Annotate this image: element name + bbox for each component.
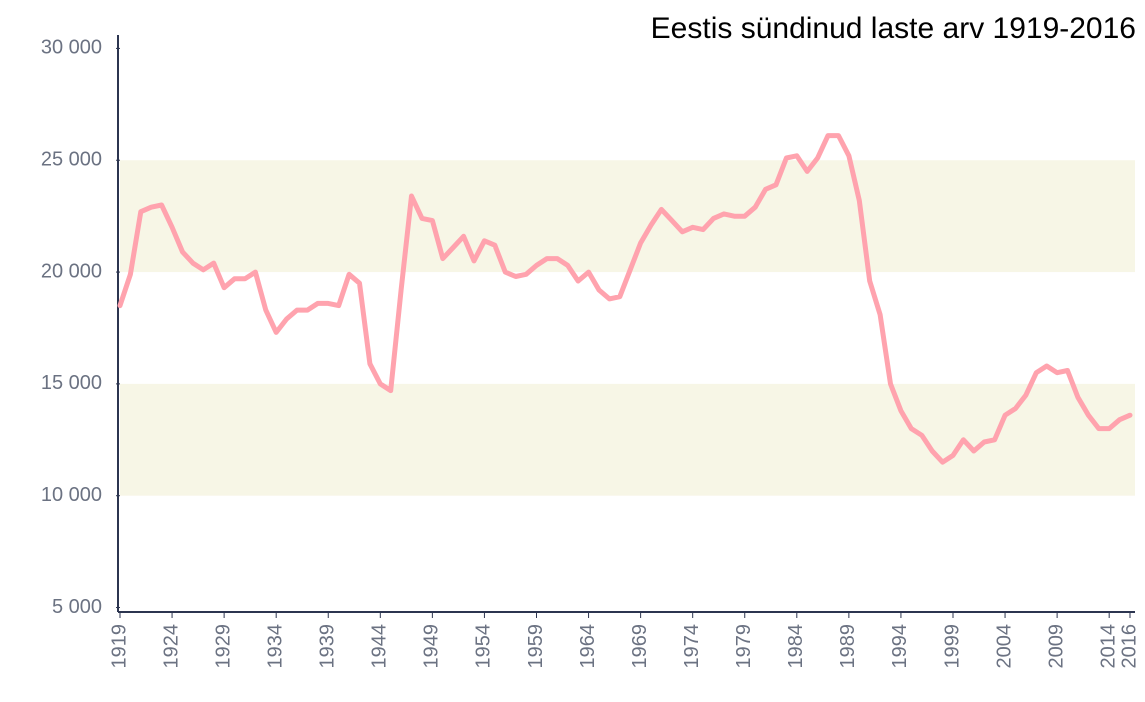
x-tick-label: 2014 bbox=[1097, 624, 1119, 669]
x-tick-label: 1954 bbox=[473, 624, 495, 669]
x-tick-label: 1969 bbox=[629, 624, 651, 669]
x-tick-label: 1964 bbox=[577, 624, 599, 669]
x-tick-label: 1919 bbox=[108, 624, 130, 669]
y-tick-label: 20 000 bbox=[41, 260, 102, 282]
x-tick-label: 2004 bbox=[993, 624, 1015, 669]
x-tick-label: 1994 bbox=[889, 624, 911, 669]
x-tick-label: 1979 bbox=[733, 624, 755, 669]
x-tick-label: 1989 bbox=[837, 624, 859, 669]
x-tick-label: 1949 bbox=[421, 624, 443, 669]
x-tick-label: 2016 bbox=[1118, 624, 1140, 669]
band bbox=[120, 160, 1135, 273]
x-tick-label: 1934 bbox=[264, 624, 286, 669]
x-tick-label: 1944 bbox=[369, 624, 391, 669]
x-tick-label: 1939 bbox=[317, 624, 339, 669]
x-tick-label: 1929 bbox=[212, 624, 234, 669]
y-tick-label: 30 000 bbox=[41, 37, 102, 59]
x-tick-label: 1959 bbox=[525, 624, 547, 669]
y-tick-label: 15 000 bbox=[41, 372, 102, 394]
x-tick-label: 1984 bbox=[785, 624, 807, 669]
data-line bbox=[117, 133, 1133, 465]
x-tick-label: 1999 bbox=[941, 624, 963, 669]
y-tick-label: 5 000 bbox=[52, 596, 102, 618]
band bbox=[120, 383, 1135, 496]
x-tick-label: 1924 bbox=[160, 624, 182, 669]
x-tick-label: 2009 bbox=[1045, 624, 1067, 669]
y-tick-label: 25 000 bbox=[41, 149, 102, 171]
y-tick-label: 10 000 bbox=[41, 484, 102, 506]
x-tick-label: 1974 bbox=[681, 624, 703, 669]
chart-title: Eestis sündinud laste arv 1919-2016 bbox=[651, 12, 1136, 45]
